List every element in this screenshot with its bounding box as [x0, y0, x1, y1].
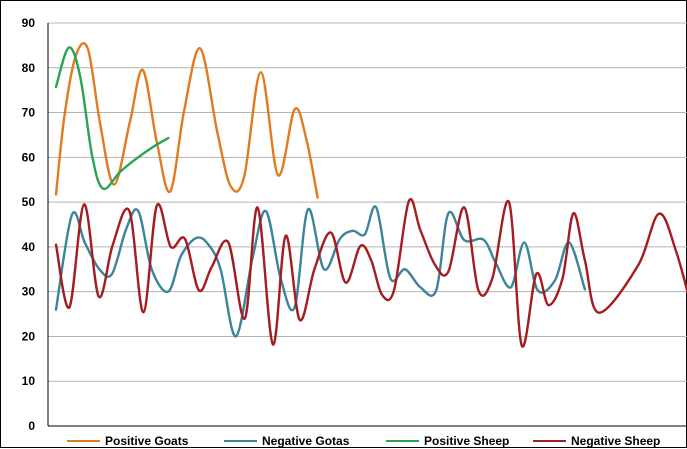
series-line-positive-sheep: [54, 46, 170, 191]
legend: Positive Goats Negative Gotas Positive She…: [67, 434, 660, 448]
y-tick-labels: 0 10 20 30 40 50 60 70 80 90: [22, 16, 36, 433]
y-tick-label: 40: [22, 240, 36, 254]
y-tick-label: 90: [22, 16, 36, 30]
y-tick-label: 10: [22, 374, 36, 388]
series-lines: [54, 41, 687, 348]
y-tick-label: 50: [22, 195, 36, 209]
y-tick-label: 60: [22, 150, 36, 164]
y-tick-label: 30: [22, 285, 36, 299]
series-line-positive-goats: [54, 41, 319, 199]
legend-label: Positive Sheep: [424, 434, 509, 448]
series-line-negative-gotas: [54, 205, 587, 338]
series-line-negative-sheep: [54, 197, 687, 348]
axes: [47, 23, 687, 427]
legend-label: Negative Gotas: [262, 434, 350, 448]
y-tick-label: 70: [22, 106, 36, 120]
legend-label: Negative Sheep: [571, 434, 660, 448]
y-tick-label: 0: [28, 419, 35, 433]
gridlines: [48, 22, 687, 382]
y-tick-label: 20: [22, 329, 36, 343]
y-tick-label: 80: [22, 61, 36, 75]
legend-label: Positive Goats: [105, 434, 189, 448]
